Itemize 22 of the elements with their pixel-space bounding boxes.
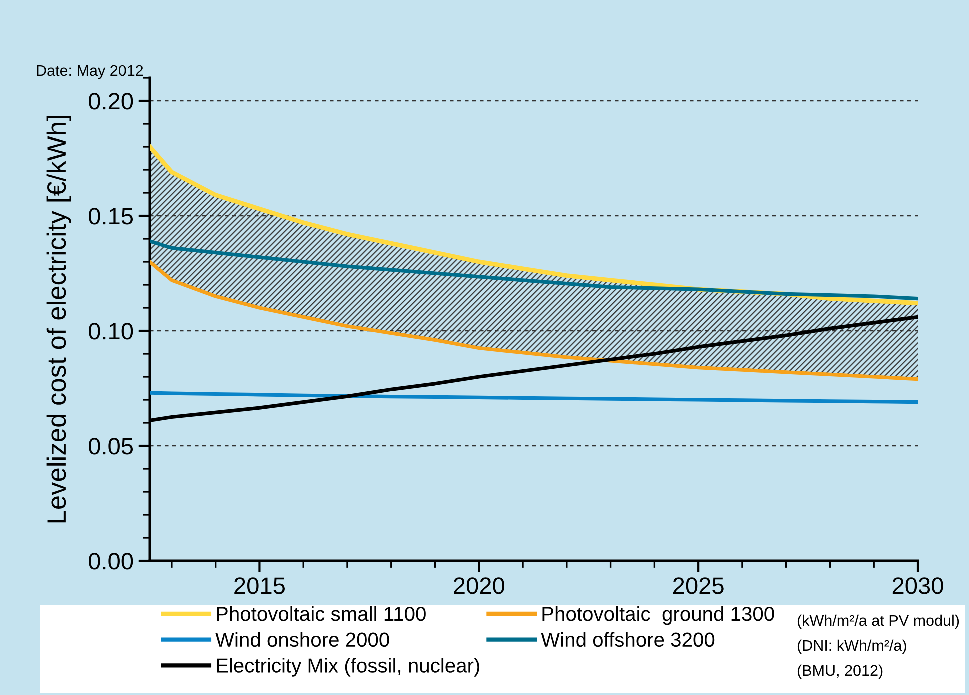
- y-tick-label: 0.10: [89, 323, 134, 340]
- legend-label: Electricity Mix (fossil, nuclear): [217, 658, 480, 677]
- legend-label: Photovoltaic ground 1300: [542, 606, 774, 626]
- line-series: [150, 391, 918, 404]
- text: Date: May 2012: [37, 65, 144, 80]
- x-tick-label: 2025: [674, 578, 724, 594]
- y-tick-label: 0.20: [89, 93, 134, 110]
- y-axis-title: Levelized cost of electricity [€/kWh]: [46, 116, 72, 523]
- y-tick-label: 0.15: [89, 208, 134, 225]
- text: (DNI: kWh/m²/a): [798, 640, 906, 654]
- legend-label: Wind onshore 2000: [216, 632, 390, 648]
- legend-label: Wind offshore 3200: [541, 632, 715, 648]
- y-tick-label: 0.05: [89, 438, 134, 455]
- line-series: [150, 260, 918, 382]
- line-series: [150, 239, 918, 301]
- x-tick-label: 2030: [892, 578, 944, 594]
- text: (kWh/m²/a at PV modul): [798, 614, 960, 630]
- y-tick-label: 0.00: [89, 553, 134, 570]
- legend-label: Photovoltaic small 1100: [217, 606, 426, 622]
- text: (BMU, 2012): [798, 664, 883, 680]
- x-tick-label: 2020: [454, 578, 504, 594]
- x-tick-label: 2015: [234, 578, 285, 594]
